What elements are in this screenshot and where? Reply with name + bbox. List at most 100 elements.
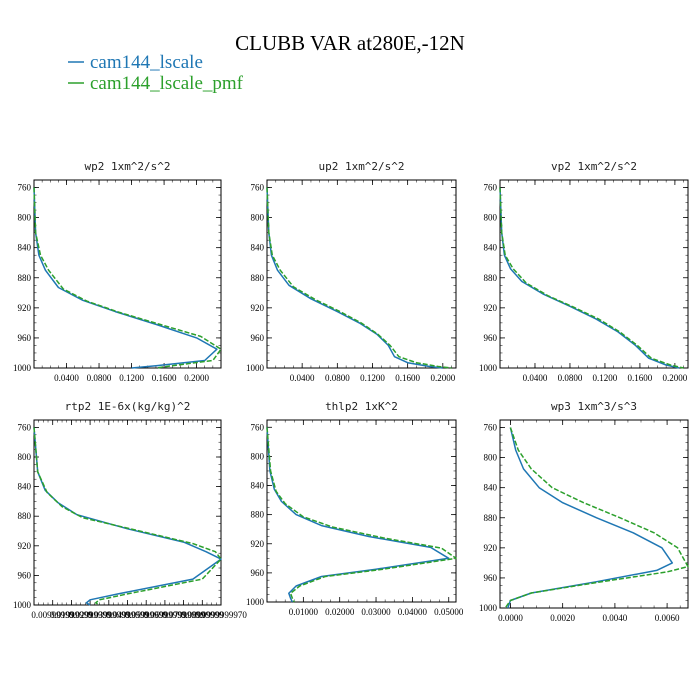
y-tick-label: 1000 <box>479 603 498 613</box>
chart-panel-3: vp2 1xm^2/s^2 760 800 840 880 920 960 1000 0.040… <box>479 160 689 383</box>
x-tick-label: 0.01000 <box>289 607 319 617</box>
y-tick-label: 880 <box>251 273 265 283</box>
y-tick-label: 960 <box>484 573 498 583</box>
figure-title: CLUBB VAR at280E,-12N <box>235 31 465 55</box>
y-tick-label: 760 <box>18 422 32 432</box>
series-line-lscale-pmf <box>504 427 689 609</box>
y-tick-label: 840 <box>18 482 32 492</box>
x-tick-label: 0.03999999 <box>87 610 130 620</box>
x-tick-label: 0.06999999 <box>144 610 187 620</box>
chart-panel-5: thlp2 1xK^2 760 800 840 880 920 960 1000 0.01000… <box>246 400 464 617</box>
x-tick-label: 0.0040 <box>603 613 628 623</box>
plot-frame <box>499 419 689 609</box>
y-tick-label: 800 <box>251 213 265 223</box>
series-line-lscale-pmf <box>33 187 222 369</box>
y-tick-label: 760 <box>484 423 498 433</box>
y-tick-label: 880 <box>484 513 498 523</box>
y-tick-label: 840 <box>484 483 498 493</box>
x-tick-label: 0.1200 <box>593 373 618 383</box>
series-line-lscale-pmf <box>266 187 452 369</box>
y-tick-label: 760 <box>484 183 498 193</box>
x-tick-label: 0.07999999 <box>162 610 205 620</box>
legend-label-lscale: cam144_lscale <box>90 52 203 73</box>
plot-frame <box>266 179 457 369</box>
y-tick-label: 920 <box>484 543 498 553</box>
y-tick-label: 920 <box>251 539 265 549</box>
chart-panel-2: up2 1xm^2/s^2 760 800 840 880 920 960 1000 0.040… <box>246 160 457 383</box>
chart-panel-1: wp2 1xm^2/s^2 760 800 840 880 920 960 1000 0.040… <box>13 160 222 383</box>
y-tick-label: 1000 <box>479 363 498 373</box>
panel-title: up2 1xm^2/s^2 <box>318 160 404 173</box>
y-tick-label: 960 <box>18 570 32 580</box>
y-tick-label: 880 <box>251 510 265 520</box>
y-tick-label: 760 <box>251 422 265 432</box>
y-tick-label: 960 <box>18 333 32 343</box>
x-tick-label: 0.04999999 <box>106 610 149 620</box>
x-tick-label: 0.2000 <box>663 373 688 383</box>
y-tick-label: 920 <box>18 303 32 313</box>
y-tick-label: 1000 <box>246 363 265 373</box>
y-tick-label: 880 <box>18 511 32 521</box>
x-tick-label: 0.1600 <box>628 373 653 383</box>
x-tick-label: 0.0020 <box>550 613 575 623</box>
x-tick-label: 0.0800 <box>87 373 112 383</box>
series-line-lscale <box>499 187 680 369</box>
y-tick-label: 1000 <box>13 363 32 373</box>
panel-title: vp2 1xm^2/s^2 <box>551 160 637 173</box>
plot-frame <box>33 419 222 606</box>
x-tick-label: 0.05000 <box>434 607 464 617</box>
series-line-lscale <box>507 427 674 609</box>
y-tick-label: 880 <box>18 273 32 283</box>
y-tick-label: 960 <box>484 333 498 343</box>
y-tick-label: 800 <box>484 453 498 463</box>
y-tick-label: 800 <box>484 213 498 223</box>
series-line-lscale <box>33 187 218 369</box>
panel-title: wp3 1xm^3/s^3 <box>551 400 637 413</box>
x-tick-label: 0.08999999 <box>181 610 224 620</box>
y-tick-label: 840 <box>18 243 32 253</box>
y-tick-label: 1000 <box>246 597 265 607</box>
y-tick-label: 840 <box>251 243 265 253</box>
x-tick-label: 0.0400 <box>290 373 315 383</box>
y-tick-label: 960 <box>251 333 265 343</box>
y-tick-label: 760 <box>251 183 265 193</box>
panel-title: thlp2 1xK^2 <box>325 400 398 413</box>
legend-label-lscale-pmf: cam144_lscale_pmf <box>90 73 244 94</box>
x-tick-label: 0.0800 <box>325 373 350 383</box>
plot-frame <box>499 179 689 369</box>
y-tick-label: 920 <box>251 303 265 313</box>
x-tick-label: 0.02000 <box>325 607 355 617</box>
y-tick-label: 800 <box>18 452 32 462</box>
series-line-lscale <box>266 427 450 603</box>
y-tick-label: 840 <box>251 481 265 491</box>
x-tick-label: 0.1600 <box>395 373 420 383</box>
x-tick-label: 0.03000 <box>361 607 391 617</box>
plot-frame <box>33 179 222 369</box>
chart-panels: wp2 1xm^2/s^2 760 800 840 880 920 960 1000 0.040… <box>13 160 689 623</box>
y-tick-label: 800 <box>251 451 265 461</box>
x-tick-label: 0.01999999 <box>50 610 93 620</box>
x-tick-label: 0.00999999 <box>31 610 74 620</box>
x-tick-label: 0.1600 <box>152 373 177 383</box>
series-line-lscale <box>33 427 222 606</box>
x-tick-label: 0.0400 <box>54 373 79 383</box>
x-tick-label: 0.04000 <box>398 607 428 617</box>
y-tick-label: 1000 <box>13 600 32 610</box>
x-tick-label: 0.0060 <box>655 613 680 623</box>
x-tick-label: 0.0999999970 <box>195 610 247 620</box>
plot-frame <box>266 419 457 603</box>
y-tick-label: 920 <box>484 303 498 313</box>
series-line-lscale-pmf <box>33 427 222 606</box>
panel-title: wp2 1xm^2/s^2 <box>84 160 170 173</box>
panel-title: rtp2 1E-6x(kg/kg)^2 <box>65 400 191 413</box>
series-line-lscale <box>266 187 443 369</box>
series-line-lscale-pmf <box>499 187 684 369</box>
y-tick-label: 880 <box>484 273 498 283</box>
x-tick-label: 0.02999999 <box>69 610 112 620</box>
series-line-lscale-pmf <box>266 427 457 603</box>
y-tick-label: 840 <box>484 243 498 253</box>
x-tick-label: 0.2000 <box>184 373 209 383</box>
y-tick-label: 760 <box>18 183 32 193</box>
chart-panel-6: wp3 1xm^3/s^3 760 800 840 880 920 960 10000.000… <box>479 400 689 623</box>
